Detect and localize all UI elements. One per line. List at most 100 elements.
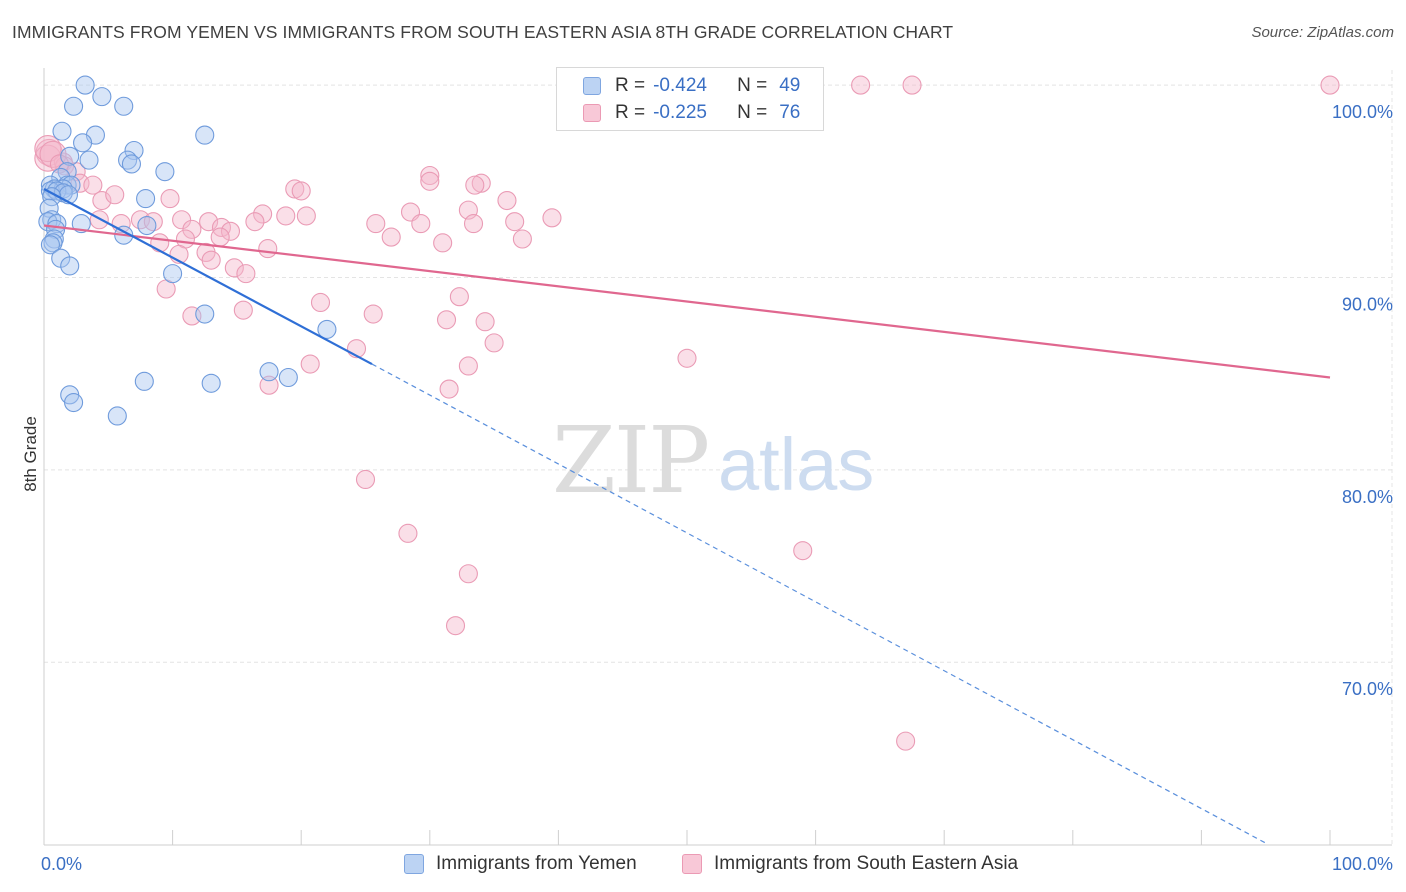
sea-point (851, 75, 871, 95)
n-value: 76 (779, 102, 801, 123)
sea-point (89, 210, 109, 230)
sea-point (896, 731, 916, 751)
sea-point (445, 616, 466, 636)
yemen-point (134, 371, 154, 391)
yemen-point (155, 162, 175, 182)
sea-point (236, 264, 256, 284)
r-value: -0.424 (653, 75, 707, 96)
yemen-point (75, 75, 95, 95)
sea-point (245, 212, 265, 232)
yemen-legend-swatch (404, 854, 424, 874)
yemen-point (40, 235, 60, 255)
sea-point (420, 171, 440, 191)
yemen-point (118, 150, 138, 170)
sea-point (296, 206, 316, 226)
yemen-legend-label: Immigrants from Yemen (436, 853, 637, 874)
sea-point (199, 212, 219, 232)
sea-point (505, 212, 525, 232)
sea-point (439, 379, 459, 399)
yemen-point (71, 214, 91, 234)
chart-title: IMMIGRANTS FROM YEMEN VS IMMIGRANTS FROM… (12, 22, 954, 42)
legend-row-sea: R = -0.225 N = 76 (583, 101, 800, 125)
yemen-point (201, 373, 221, 393)
sea-point (381, 227, 401, 247)
watermark-zip: ZIP (552, 407, 708, 514)
yemen-swatch (583, 77, 601, 95)
yemen-point (107, 406, 127, 426)
sea-point (259, 375, 279, 395)
yemen-point (43, 233, 63, 253)
x-tick-label: 100.0% (1332, 854, 1393, 874)
sea-point (39, 140, 67, 168)
sea-point (436, 310, 457, 330)
sea-point (366, 214, 386, 234)
sea-point (233, 300, 253, 320)
watermark-atlas: atlas (718, 423, 874, 506)
yemen-point (64, 392, 84, 413)
sea-point (463, 214, 484, 234)
sea-point (224, 258, 244, 278)
sea-point (285, 179, 305, 199)
sea-point (484, 333, 504, 353)
sea-point (363, 304, 383, 324)
y-axis-label: 8th Grade (21, 416, 40, 492)
sea-point (182, 219, 202, 239)
sea-point (458, 356, 478, 376)
y-tick-label: 90.0% (1342, 294, 1393, 314)
yemen-trend-extension (371, 363, 1266, 844)
yemen-point (92, 87, 112, 107)
sea-point (291, 181, 311, 201)
x-tick-label: 0.0% (41, 854, 82, 874)
legend-item-sea: Immigrants from South Eastern Asia (682, 852, 1018, 876)
y-tick-label: 70.0% (1342, 679, 1393, 699)
r-value: -0.225 (653, 102, 707, 123)
yemen-trend-line (43, 188, 373, 366)
source-label: Source: ZipAtlas.com (1251, 24, 1394, 41)
sea-point (471, 173, 491, 193)
sea-trend-line (43, 224, 1331, 379)
yemen-point (60, 146, 80, 166)
sea-point (276, 206, 296, 226)
sea-point (201, 250, 221, 270)
sea-point (310, 292, 331, 313)
sea-point (160, 189, 180, 209)
sea-point (475, 312, 495, 332)
yemen-point (195, 125, 215, 145)
yemen-point (278, 367, 298, 388)
sea-point (34, 135, 62, 163)
watermark: ZIP atlas (552, 407, 874, 514)
x-tick-labels: 0.0% 100.0% (41, 854, 1393, 874)
stats-legend: R = -0.424 N = 49 R = -0.225 N = 76 (556, 67, 824, 131)
sea-legend-label: Immigrants from South Eastern Asia (714, 853, 1019, 874)
yemen-point (317, 319, 337, 339)
y-tick-label: 100.0% (1332, 102, 1393, 122)
yemen-point (73, 133, 93, 153)
yemen-point (52, 121, 72, 141)
yemen-point (79, 150, 99, 170)
sea-point (433, 233, 453, 253)
sea-point (258, 239, 278, 259)
yemen-point (136, 189, 156, 209)
y-tick-label: 80.0% (1342, 487, 1393, 507)
yemen-point (64, 96, 84, 116)
sea-point (677, 348, 697, 368)
sea-swatch (583, 104, 601, 122)
yemen-point (195, 304, 215, 324)
sea-point (172, 210, 192, 230)
sea-point (398, 523, 418, 543)
sea-point (449, 287, 469, 307)
yemen-point (163, 264, 183, 284)
sea-point (420, 165, 440, 186)
sea-point (253, 204, 273, 224)
sea-point (542, 208, 562, 228)
sea-point (83, 175, 103, 195)
r-label: R = (615, 102, 646, 123)
sea-point (150, 233, 170, 253)
legend-item-yemen: Immigrants from Yemen (404, 852, 637, 876)
grid-lines (44, 70, 1393, 845)
sea-point (220, 221, 241, 241)
yemen-point (137, 215, 157, 236)
sea-point (1320, 75, 1340, 95)
yemen-point (121, 154, 141, 174)
